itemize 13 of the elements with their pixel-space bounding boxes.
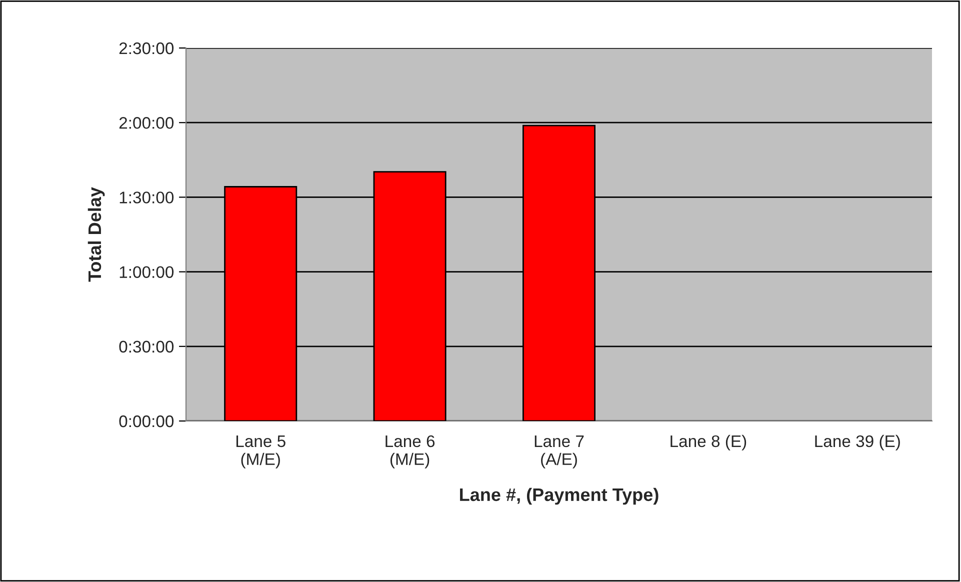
y-tick-label: 1:00:00 bbox=[120, 266, 174, 278]
x-axis-title: Lane #, (Payment Type) bbox=[460, 488, 658, 505]
x-tick-label: Lane 7 (A/E) bbox=[534, 436, 584, 468]
y-axis-title: Total Delay bbox=[88, 187, 105, 282]
x-tick-label: Lane 6 (M/E) bbox=[386, 435, 435, 468]
y-tick-label: 2:00:00 bbox=[119, 117, 174, 129]
y-tick-label: 0:00:00 bbox=[119, 415, 174, 428]
x-tick-label: Lane 5 (M/E) bbox=[236, 436, 286, 468]
y-tick-label: 0:30:00 bbox=[119, 340, 174, 353]
x-tick-label: Lane 8 (E) bbox=[670, 434, 746, 450]
y-tick-label: 2:30:00 bbox=[119, 42, 174, 54]
x-tick-label: Lane 39 (E) bbox=[815, 434, 900, 450]
y-tick-label: 1:30:00 bbox=[120, 192, 174, 204]
